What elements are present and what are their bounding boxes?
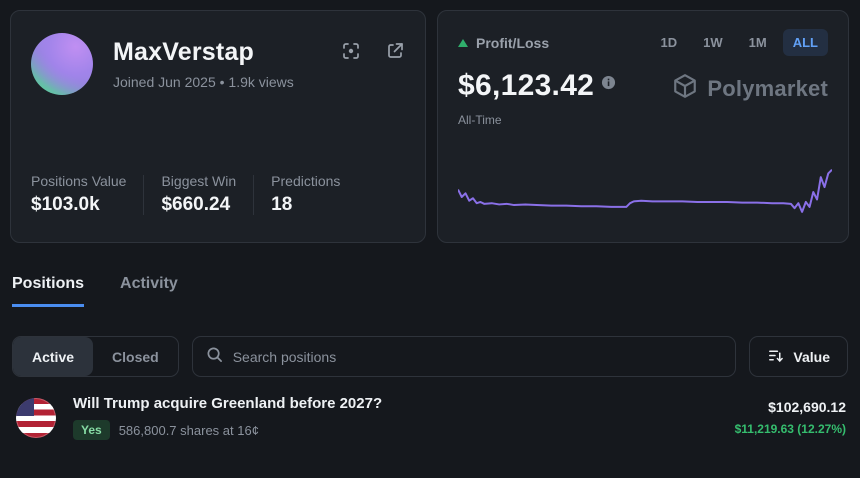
pnl-card: Profit/Loss 1D 1W 1M ALL $6,123.42 [437,10,849,243]
stat-divider [253,174,255,215]
range-1m[interactable]: 1M [739,29,777,56]
search-box [191,336,737,377]
status-segmented-control: Active Closed [12,336,179,377]
position-pnl: $11,219.63 (12.27%) [734,422,846,436]
polymarket-logo-icon [672,73,698,104]
range-selector: 1D 1W 1M ALL [651,29,828,56]
top-cards: MaxVerstap Joined Jun 2025 • 1.9k views [10,10,849,243]
tab-positions[interactable]: Positions [12,275,85,307]
stat-value: $660.24 [161,194,231,215]
range-1d[interactable]: 1D [651,29,688,56]
pnl-label: Profit/Loss [476,34,550,51]
range-all[interactable]: ALL [782,29,828,56]
profile-stats: Positions Value $103.0k Biggest Win $660… [31,173,405,216]
profile-meta: Joined Jun 2025 • 1.9k views [113,74,294,90]
polymarket-wordmark: Polymarket [707,75,828,101]
info-icon[interactable] [601,75,616,95]
stat-predictions: Predictions 18 [271,173,340,216]
range-1w[interactable]: 1W [693,29,733,56]
position-values: $102,690.12 $11,219.63 (12.27%) [735,399,846,436]
position-shares: 586,800.7 shares at 16¢ [118,422,259,438]
filter-closed-button[interactable]: Closed [93,337,178,376]
stat-positions-value: Positions Value $103.0k [31,173,126,216]
up-triangle-icon [458,38,468,47]
position-row[interactable]: Will Trump acquire Greenland before 2027… [0,379,860,440]
avatar [31,33,93,95]
sort-value-button[interactable]: Value [749,336,848,377]
stat-value: $103.0k [31,194,100,215]
pnl-period: All-Time [458,113,502,127]
pnl-header: Profit/Loss 1D 1W 1M ALL [458,29,828,56]
profile-identity: MaxVerstap Joined Jun 2025 • 1.9k views [113,38,294,90]
position-value: $102,690.12 [768,399,846,415]
position-info: Will Trump acquire Greenland before 2027… [73,395,382,440]
polymarket-brand: Polymarket [672,73,828,104]
stat-label: Biggest Win [161,173,237,189]
tab-bar: Positions Activity [0,275,860,307]
us-flag-icon [16,397,56,438]
external-link-icon[interactable] [385,41,405,61]
stat-label: Predictions [271,173,341,189]
position-title: Will Trump acquire Greenland before 2027… [73,395,383,412]
tab-activity[interactable]: Activity [120,275,178,307]
profile-actions [341,41,405,61]
pnl-amount-row: $6,123.42 Polymarket [458,69,828,104]
stat-biggest-win: Biggest Win $660.24 [161,173,236,216]
profile-header: MaxVerstap Joined Jun 2025 • 1.9k views [31,33,405,95]
search-icon [206,346,223,368]
pnl-amount: $6,123.42 [458,69,595,102]
stat-label: Positions Value [31,173,127,189]
stat-divider [143,174,145,215]
position-subline: Yes 586,800.7 shares at 16¢ [73,420,382,440]
profile-card: MaxVerstap Joined Jun 2025 • 1.9k views [10,10,426,243]
scan-icon[interactable] [341,41,361,61]
stat-value: 18 [271,194,293,215]
filter-row: Active Closed Value [0,336,860,377]
outcome-badge: Yes [73,420,110,440]
sort-button-label: Value [793,348,830,365]
search-input[interactable] [232,348,723,365]
filter-active-button[interactable]: Active [13,337,94,376]
username: MaxVerstap [113,38,254,66]
pnl-sparkline [458,166,832,228]
sort-icon [767,347,784,367]
